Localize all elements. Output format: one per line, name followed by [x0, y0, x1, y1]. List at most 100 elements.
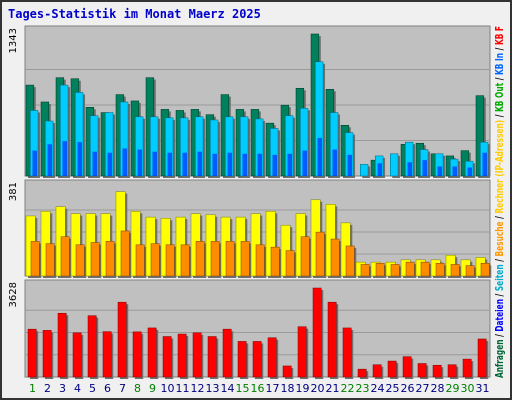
bar-dateien-day-16: [257, 153, 262, 176]
bar-besuche-day-8: [135, 244, 145, 277]
bar-dateien-day-12: [197, 151, 202, 176]
bar-besuche-day-26: [405, 261, 415, 277]
bar-dateien-day-26: [407, 162, 412, 176]
bar-dateien-day-29: [452, 166, 457, 176]
bar-dateien-day-6: [107, 152, 112, 176]
right-legend-segment: /: [494, 256, 506, 264]
right-legend-segment: KB F: [494, 26, 506, 45]
bar-kb-day-28: [432, 364, 442, 378]
right-legend-segment: KB In: [494, 53, 506, 75]
chart-title: Tages-Statistik im Monat Maerz 2025: [8, 7, 261, 21]
bar-kb-day-10: [162, 336, 172, 378]
day-label-14: 14: [221, 382, 235, 395]
panel-middle: 381: [8, 179, 492, 278]
bar-kb-day-9: [147, 327, 157, 378]
right-legend-segment: Dateien: [494, 299, 506, 332]
bar-dateien-day-20: [317, 137, 322, 176]
day-label-24: 24: [371, 382, 385, 395]
bar-kb-day-31: [477, 338, 487, 378]
bar-dateien-day-13: [212, 153, 217, 176]
bar-dateien-day-8: [137, 149, 142, 176]
bar-kb-day-27: [417, 363, 427, 378]
day-label-16: 16: [251, 382, 265, 395]
bar-besuche-day-18: [285, 250, 295, 277]
day-label-20: 20: [311, 382, 325, 395]
bar-besuche-day-5: [90, 242, 100, 277]
day-label-23: 23: [356, 382, 370, 395]
right-legend-segment: /: [494, 291, 506, 299]
bar-besuche-day-11: [180, 244, 190, 277]
bar-dateien-day-1: [32, 150, 37, 176]
bar-besuche-day-16: [255, 244, 265, 277]
day-label-3: 3: [59, 382, 66, 395]
bar-kb-day-14: [222, 328, 232, 378]
bar-dateien-day-14: [227, 152, 232, 176]
day-label-13: 13: [206, 382, 220, 395]
day-label-12: 12: [191, 382, 205, 395]
bar-besuche-day-7: [120, 230, 130, 277]
bar-dateien-day-15: [242, 153, 247, 176]
bar-kb-day-7: [117, 301, 127, 378]
bar-kb-day-1: [27, 328, 37, 378]
bar-dateien-day-21: [332, 149, 337, 176]
bar-besuche-day-27: [420, 261, 430, 277]
bar-besuche-day-30: [465, 265, 475, 277]
day-label-21: 21: [326, 382, 340, 395]
panel-bottom-ymax-label: 3628: [8, 282, 19, 307]
right-legend-segment: Besuche: [494, 221, 506, 256]
bar-kb-day-25: [387, 360, 397, 378]
bar-besuche-day-17: [270, 246, 280, 277]
bar-besuche-day-23: [360, 264, 370, 277]
bar-dateien-day-7: [122, 148, 127, 176]
bar-kb-day-12: [192, 332, 202, 378]
day-label-15: 15: [236, 382, 250, 395]
day-label-29: 29: [446, 382, 460, 395]
bar-kb-day-20: [312, 287, 322, 378]
bar-besuche-day-28: [435, 263, 445, 277]
bar-kb-day-6: [102, 331, 112, 378]
bar-rechner-day-17: [265, 211, 276, 277]
day-label-18: 18: [281, 382, 295, 395]
bar-besuche-day-2: [45, 243, 55, 277]
panel-middle-ymax-label: 381: [8, 182, 19, 201]
bar-kb-day-3: [57, 312, 67, 378]
bar-dateien-day-5: [92, 151, 97, 176]
right-legend-segment: /: [494, 332, 506, 340]
bar-besuche-day-19: [300, 236, 310, 277]
right-legend-segment: /: [494, 75, 506, 83]
day-label-6: 6: [104, 382, 111, 395]
plot-panels: 1343 381 3628: [8, 25, 492, 379]
bar-besuche-day-10: [165, 244, 175, 277]
bar-kb-day-5: [87, 315, 97, 378]
bar-dateien-day-9: [152, 151, 157, 176]
day-label-17: 17: [266, 382, 280, 395]
bar-seiten-day-23: [360, 164, 369, 177]
bar-dateien-day-19: [302, 150, 307, 176]
bar-dateien-day-17: [272, 154, 277, 176]
bar-besuche-day-12: [195, 241, 205, 277]
bar-rechner-day-8: [130, 211, 141, 277]
bar-besuche-day-21: [330, 238, 340, 277]
day-label-1: 1: [29, 382, 36, 395]
bar-seiten-day-25: [390, 153, 399, 177]
bar-besuche-day-3: [60, 236, 70, 277]
bar-besuche-day-31: [480, 263, 490, 277]
bar-kb-day-24: [372, 364, 382, 378]
right-legend-segment: Seiten: [494, 264, 506, 291]
bar-dateien-day-10: [167, 152, 172, 176]
bar-dateien-day-24: [377, 163, 382, 176]
day-label-2: 2: [44, 382, 51, 395]
bar-besuche-day-24: [375, 263, 385, 277]
panel-top-ymax-label: 1343: [8, 28, 19, 53]
panel-top: 1343: [8, 25, 491, 178]
bar-kb-day-16: [252, 341, 262, 378]
x-axis-day-labels: 1 2 3 4 5 6 7 8 9 10 11 12 13 14 15 16 17 18 19 20 21 22 23 24 2…: [29, 382, 490, 395]
day-label-5: 5: [89, 382, 96, 395]
day-label-8: 8: [134, 382, 141, 395]
bar-kb-day-17: [267, 337, 277, 378]
right-legend-segment: KB Out: [494, 83, 506, 112]
bar-dateien-day-4: [77, 142, 82, 176]
